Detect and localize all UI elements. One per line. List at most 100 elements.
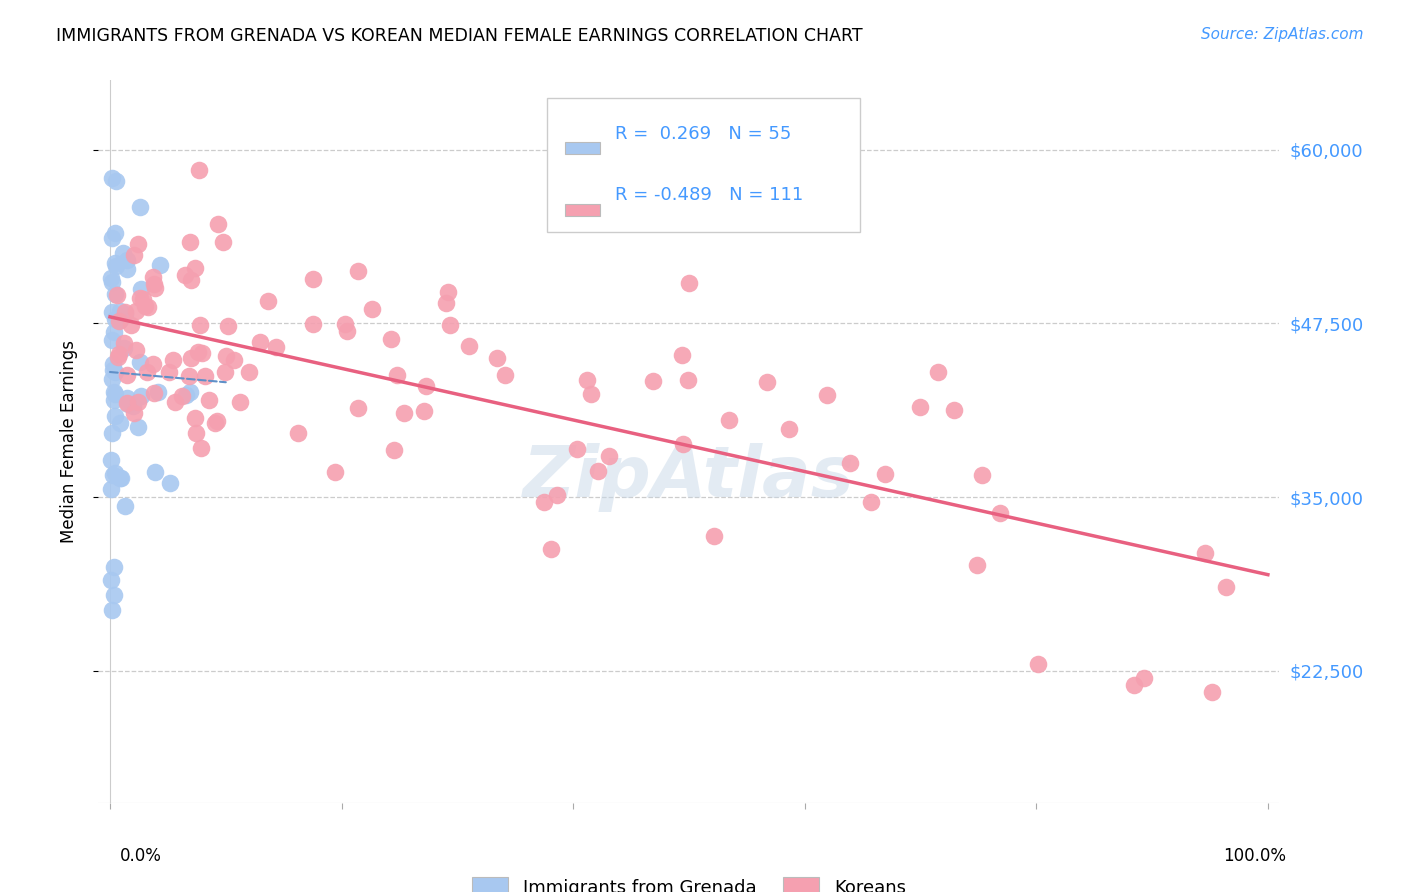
Point — [110, 416, 132, 430]
Point — [437, 285, 460, 300]
Point — [198, 392, 221, 407]
Point — [191, 346, 214, 360]
Point — [170, 389, 193, 403]
Point — [347, 264, 370, 278]
Point — [115, 262, 138, 277]
Point — [108, 471, 131, 485]
Legend: Immigrants from Grenada, Koreans: Immigrants from Grenada, Koreans — [465, 870, 912, 892]
Point — [104, 287, 127, 301]
Point — [325, 465, 347, 479]
Point — [115, 253, 138, 268]
Point — [104, 466, 127, 480]
Point — [110, 304, 132, 318]
Point — [458, 339, 481, 353]
Point — [207, 217, 229, 231]
Point — [179, 235, 201, 249]
Point — [108, 314, 131, 328]
Point — [302, 272, 325, 286]
Point — [212, 235, 235, 249]
Point — [112, 341, 135, 355]
Point — [100, 453, 122, 467]
Point — [107, 347, 129, 361]
Point — [180, 351, 202, 365]
Point — [142, 277, 165, 291]
Point — [143, 385, 166, 400]
Point — [380, 332, 402, 346]
Point — [927, 365, 949, 379]
Point — [132, 293, 155, 307]
Point — [533, 494, 555, 508]
Point — [187, 162, 209, 177]
Point — [101, 333, 124, 347]
Point — [576, 373, 599, 387]
Point — [104, 174, 127, 188]
Point — [101, 372, 124, 386]
Point — [718, 413, 741, 427]
Point — [238, 365, 260, 379]
Text: 0.0%: 0.0% — [120, 847, 162, 865]
Point — [104, 311, 127, 326]
Point — [103, 387, 125, 401]
Point — [567, 442, 589, 457]
Point — [815, 387, 838, 401]
Point — [873, 467, 896, 482]
Point — [129, 291, 152, 305]
Point — [180, 273, 202, 287]
Point — [103, 325, 125, 339]
Point — [287, 425, 309, 440]
Point — [249, 334, 271, 349]
Text: Source: ZipAtlas.com: Source: ZipAtlas.com — [1201, 27, 1364, 42]
Point — [966, 558, 988, 572]
Point — [194, 368, 217, 383]
Point — [100, 482, 122, 496]
Point — [347, 401, 370, 415]
Point — [1132, 671, 1154, 685]
Point — [988, 506, 1011, 520]
Point — [101, 305, 124, 319]
Point — [104, 256, 127, 270]
Point — [128, 355, 150, 369]
Point — [101, 603, 124, 617]
Point — [146, 384, 169, 399]
Point — [159, 476, 181, 491]
Point — [678, 276, 700, 290]
Point — [103, 559, 125, 574]
Point — [114, 307, 136, 321]
Point — [778, 422, 800, 436]
Point — [117, 368, 139, 383]
Point — [672, 437, 695, 451]
Point — [184, 410, 207, 425]
Point — [145, 281, 167, 295]
Text: 100.0%: 100.0% — [1223, 847, 1286, 865]
Point — [302, 317, 325, 331]
Point — [100, 270, 122, 285]
Point — [149, 259, 172, 273]
Point — [117, 391, 139, 405]
Text: R =  0.269   N = 55: R = 0.269 N = 55 — [614, 125, 792, 143]
Point — [162, 352, 184, 367]
Point — [222, 353, 245, 368]
Point — [127, 236, 149, 251]
Point — [439, 318, 461, 333]
Point — [413, 403, 436, 417]
Point — [111, 246, 134, 260]
Text: ZipAtlas: ZipAtlas — [523, 443, 855, 512]
Point — [103, 588, 125, 602]
Point — [142, 270, 165, 285]
Point — [103, 393, 125, 408]
Point — [188, 318, 211, 332]
Point — [127, 395, 149, 409]
Point — [214, 364, 236, 378]
Point — [174, 388, 197, 402]
Point — [385, 368, 408, 382]
Point — [122, 406, 145, 420]
Point — [157, 365, 180, 379]
Point — [257, 293, 280, 308]
Point — [136, 365, 159, 379]
Point — [1122, 678, 1144, 692]
Point — [943, 402, 966, 417]
Point — [105, 287, 128, 301]
Text: IMMIGRANTS FROM GRENADA VS KOREAN MEDIAN FEMALE EARNINGS CORRELATION CHART: IMMIGRANTS FROM GRENADA VS KOREAN MEDIAN… — [56, 27, 863, 45]
Point — [165, 394, 187, 409]
Point — [107, 351, 129, 365]
